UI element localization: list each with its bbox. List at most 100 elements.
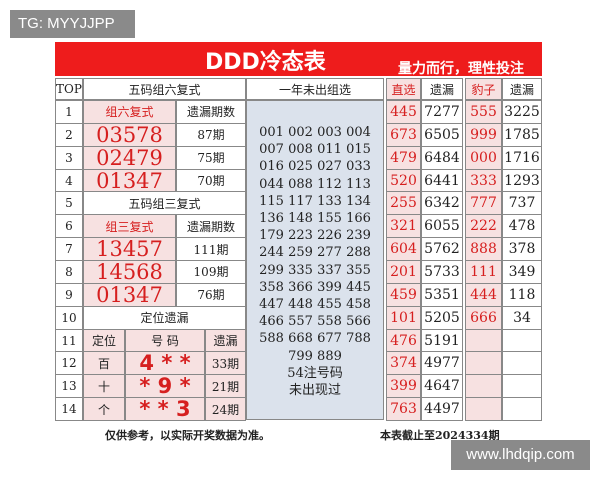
watermark-top: TG: MYYJJPP [10,10,135,38]
unseen-number: 001 [259,125,284,140]
direct-number: 201 [386,260,421,284]
position-miss: 33期 [205,351,246,376]
direct-number: 101 [386,305,421,330]
unseen-number: 033 [346,159,371,175]
leopard-number [465,397,502,422]
row-number: 10 [55,305,83,330]
zu6-number: 03578 [83,123,176,147]
unseen-number: 355 [346,262,371,278]
unseen-note: 未出现过 [288,383,341,399]
position-code: 4 * * [125,351,205,375]
unseen-number: 136 [259,211,284,227]
direct-miss: 6484 [421,145,463,170]
row-number: 11 [55,328,83,353]
section-header: 定位遗漏 [83,305,246,330]
unseen-number: 244 [259,245,284,261]
unseen-numbers: 001 002 003 004 007 008 011 015 016 025 027 033 044 0… [247,124,383,348]
leopard-miss: 118 [502,282,542,307]
unseen-number: 788 [346,331,371,347]
unseen-number: 148 [288,211,313,227]
leopard-miss: 34 [502,305,542,330]
leopard-miss: 737 [502,191,542,216]
unseen-number: 337 [317,262,342,278]
position-code: * 9 * [125,374,205,398]
column-header: 组六复式 [83,100,176,124]
unseen-number: 134 [346,193,371,209]
position-label: 百 [83,351,125,376]
unseen-number: 335 [288,262,313,278]
position-label: 个 [83,397,125,422]
zu3-miss: 111期 [176,237,246,262]
unseen-number: 288 [346,245,371,261]
direct-miss: 5351 [421,282,463,307]
row-number: 14 [55,397,83,422]
zu3-number: 14568 [83,260,176,284]
unseen-number: 399 [317,279,342,295]
row-number: 5 [55,191,83,216]
leopard-number [465,328,502,353]
row-number: 9 [55,282,83,307]
leopard-number: 000 [465,145,502,170]
unseen-number: 025 [288,159,313,175]
unseen-count: 54注号码 [287,365,343,381]
footer-cutoff: 本表截止至2024334期 [380,429,500,442]
direct-miss: 7277 [421,100,463,124]
unseen-number: 299 [259,262,284,278]
direct-miss: 6505 [421,122,463,147]
row-number: 12 [55,351,83,376]
unseen-number: 166 [346,211,371,227]
unseen-number: 358 [259,279,284,295]
unseen-number: 566 [346,314,371,330]
direct-number: 520 [386,168,421,193]
unseen-number: 668 [288,331,313,347]
position-miss: 24期 [205,397,246,422]
leopard-miss [502,351,542,376]
unseen-number: 445 [346,279,371,295]
unseen-number: 112 [317,176,342,192]
unseen-number: 226 [317,228,342,244]
unseen-number: 259 [288,245,313,261]
column-header: 遗漏 [502,78,542,100]
position-label: 十 [83,374,125,399]
unseen-number: 223 [288,228,313,244]
unseen-number: 455 [317,297,342,313]
column-header: 定位 [83,328,125,353]
direct-miss: 5205 [421,305,463,330]
column-header: 豹子 [465,78,502,100]
zu3-miss: 109期 [176,260,246,284]
zu6-miss: 87期 [176,122,246,147]
unseen-number: 016 [259,159,284,175]
direct-miss: 6441 [421,168,463,193]
unseen-number: 044 [259,176,284,192]
leopard-number: 666 [465,305,502,330]
position-code: * * 3 [125,397,205,421]
row-number: 13 [55,374,83,399]
unseen-group-panel: 001 002 003 004 007 008 011 015 016 025 027 033 044 0… [246,100,384,420]
direct-miss: 6342 [421,191,463,216]
unseen-number: 558 [317,314,342,330]
leopard-number: 111 [465,260,502,284]
leopard-number: 888 [465,237,502,262]
row-number: 1 [55,100,83,124]
unseen-number: 117 [288,193,313,209]
direct-number: 604 [386,237,421,262]
leopard-number: 555 [465,100,502,124]
unseen-number: 588 [259,331,284,347]
leopard-miss: 3225 [502,100,542,124]
unseen-number: 113 [346,176,371,192]
leopard-number: 999 [465,122,502,147]
leopard-number: 222 [465,214,502,239]
direct-number: 374 [386,351,421,376]
unseen-number: 115 [259,193,284,209]
column-header: 遗漏期数 [176,100,246,124]
leopard-miss: 478 [502,214,542,239]
unseen-number: 002 [288,125,313,140]
row-number: 3 [55,145,83,170]
direct-number: 476 [386,328,421,353]
unseen-number: 008 [288,142,313,158]
unseen-number: 007 [259,142,284,158]
zu3-number: 13457 [83,237,176,261]
direct-number: 459 [386,282,421,307]
top-header: TOP [55,78,83,100]
unseen-number: 003 [317,125,342,140]
